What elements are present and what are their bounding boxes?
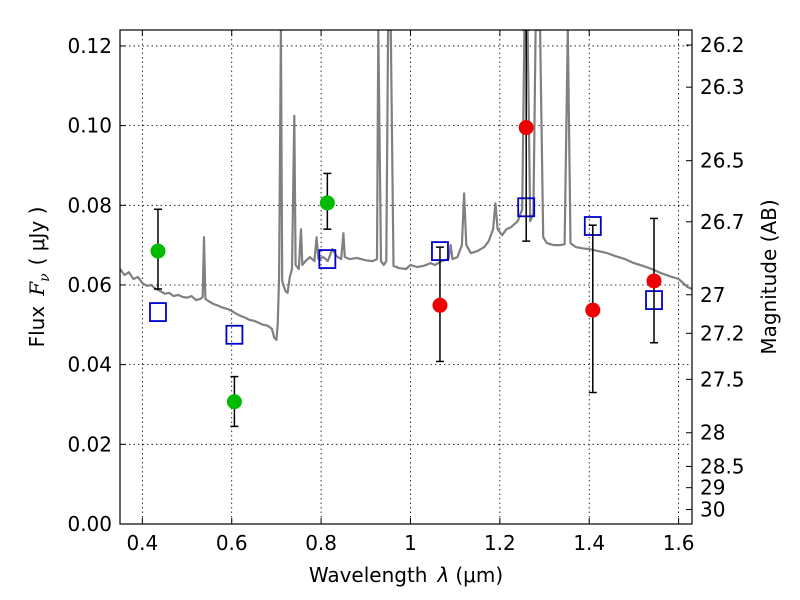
x-axis-label: Wavelength λ (μm) <box>309 563 503 587</box>
red-data-point <box>518 120 534 136</box>
y-axis-label-left: Flux Fν ( μJy ) <box>25 207 53 348</box>
red-data-point <box>432 297 448 313</box>
mag-tick-label: 26.7 <box>700 210 745 234</box>
x-axis-label-symbol: λ <box>437 563 450 587</box>
spectrum-line <box>120 30 692 341</box>
x-tick-label: 1 <box>404 531 417 555</box>
green-data-point <box>150 243 166 259</box>
green-data-point <box>319 195 335 211</box>
mag-tick-label: 27.5 <box>700 367 745 391</box>
y-axis-label-subscript: ν <box>37 273 53 282</box>
mag-tick-label: 28.5 <box>700 454 745 478</box>
x-tick-label: 0.6 <box>216 531 248 555</box>
model-point <box>318 249 337 269</box>
y-axis-label-right: Magnitude (AB) <box>757 199 781 354</box>
y-axis-label-unit: ( μJy ) <box>25 207 49 266</box>
mag-tick-label: 26.2 <box>700 33 745 57</box>
y-tick-label: 0.02 <box>67 432 112 456</box>
mag-tick-label: 29 <box>700 476 725 500</box>
mag-tick-label: 27 <box>700 283 725 307</box>
x-tick-label: 0.8 <box>305 531 337 555</box>
y-tick-label: 0.12 <box>67 34 112 58</box>
mag-tick-label: 28 <box>700 421 725 445</box>
y-tick-label: 0.10 <box>67 114 112 138</box>
x-tick-label: 1.2 <box>484 531 516 555</box>
x-axis-label-unit: (μm) <box>455 563 503 587</box>
y-axis-label-text: Flux <box>25 306 49 348</box>
x-tick-label: 1.6 <box>663 531 695 555</box>
mag-tick-label: 30 <box>700 498 725 522</box>
y-tick-label: 0.04 <box>67 353 112 377</box>
plot-frame <box>119 29 693 525</box>
ticks-layer: 0.4 0.6 0.8 1 1.2 1.4 1.6 0.00 0.02 0.04 0.06 0.08 0… <box>67 30 745 555</box>
model-point <box>225 324 244 345</box>
y-tick-label: 0.08 <box>67 193 112 217</box>
red-data-point <box>585 302 601 318</box>
x-tick-label: 0.4 <box>126 531 158 555</box>
green-data-point <box>226 394 242 410</box>
model-point <box>149 302 167 322</box>
marks-layer <box>149 30 663 428</box>
mag-tick-label: 26.3 <box>700 75 745 99</box>
y-axis-label-symbol: F <box>25 281 49 297</box>
mag-tick-label: 27.2 <box>700 321 745 345</box>
x-axis-label-text: Wavelength <box>309 563 428 587</box>
y-tick-label: 0.06 <box>67 273 112 297</box>
y-tick-label: 0.00 <box>67 512 112 536</box>
spectrum-layer <box>120 30 692 341</box>
mag-tick-label: 26.5 <box>700 149 745 173</box>
red-data-point <box>646 273 662 289</box>
x-tick-label: 1.4 <box>573 531 605 555</box>
